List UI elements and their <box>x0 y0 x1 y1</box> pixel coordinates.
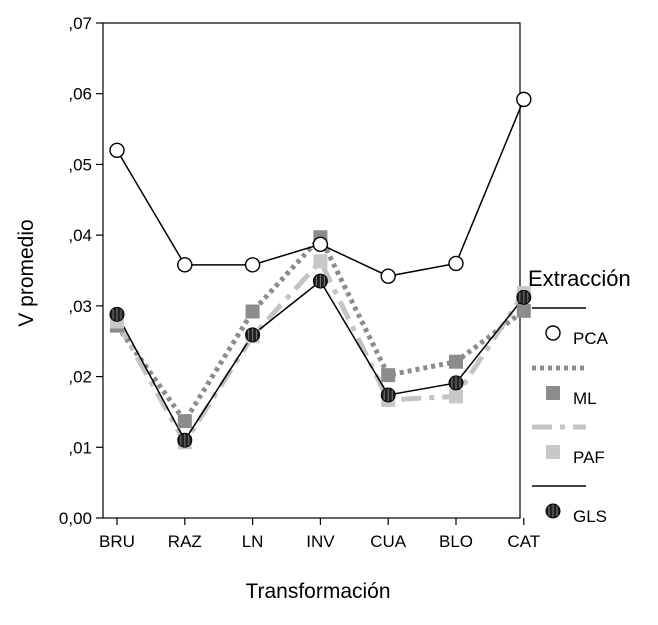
plot-frame <box>102 22 521 519</box>
point-pca-cua <box>380 268 396 284</box>
series-layer <box>109 91 532 450</box>
point-gls-cat <box>516 289 532 305</box>
point-paf-inv <box>313 254 328 269</box>
y-tick-label: ,04 <box>68 226 92 245</box>
point-gls-ln <box>245 327 261 343</box>
y-axis-title: V promedio <box>15 219 38 326</box>
legend-marker-paf <box>546 445 560 459</box>
legend-label-gls: GLS <box>573 507 607 526</box>
legend-label-pca: PCA <box>573 329 609 348</box>
legend-item-gls: GLS <box>532 485 607 526</box>
legend-label-ml: ML <box>573 389 597 408</box>
point-gls-bru <box>109 306 125 322</box>
legend-item-ml: ML <box>532 365 597 408</box>
x-axis: BRU RAZ LN INV CUA BLO CAT <box>99 518 540 551</box>
point-ml-cat <box>516 303 531 318</box>
point-gls-blo <box>448 375 464 391</box>
y-tick-label: ,03 <box>68 297 92 316</box>
x-tick-label-ln: LN <box>242 532 264 551</box>
x-tick-label-bru: BRU <box>99 532 135 551</box>
point-ml-blo <box>449 354 463 369</box>
legend-marker-gls <box>545 503 561 519</box>
point-gls-inv <box>312 273 328 289</box>
point-ml-cua <box>381 368 396 383</box>
point-pca-raz <box>177 257 193 273</box>
point-paf-blo <box>449 389 463 404</box>
x-tick-label-cua: CUA <box>370 532 407 551</box>
legend-item-pca: PCA <box>532 307 609 348</box>
x-tick-label-blo: BLO <box>439 532 473 551</box>
point-pca-bru <box>109 142 125 158</box>
x-tick-label-raz: RAZ <box>168 532 202 551</box>
point-ml-raz <box>177 414 192 429</box>
point-pca-blo <box>448 255 464 272</box>
y-tick-label: ,06 <box>68 85 92 104</box>
x-axis-title: Transformación <box>245 580 390 603</box>
legend-label-paf: PAF <box>573 448 605 467</box>
legend: Extracción PCA ML PAF GLS <box>528 266 631 526</box>
y-tick-label: 0,00 <box>59 509 92 528</box>
x-tick-label-inv: INV <box>306 532 335 551</box>
point-ml-ln <box>245 304 260 319</box>
legend-marker-pca <box>545 325 561 341</box>
series-markers-pca <box>109 91 532 284</box>
y-tick-label: ,05 <box>68 155 92 174</box>
legend-title: Extracción <box>528 266 631 291</box>
legend-marker-ml <box>546 386 560 400</box>
y-tick-label: ,07 <box>68 14 92 33</box>
y-axis: 0,00 ,01 ,02 ,03 ,04 ,05 ,06 ,07 <box>59 14 103 528</box>
legend-item-paf: PAF <box>532 424 605 467</box>
point-gls-raz <box>177 432 193 448</box>
y-tick-label: ,02 <box>68 368 92 387</box>
point-gls-cua <box>380 387 396 403</box>
y-tick-label: ,01 <box>68 438 92 457</box>
point-pca-inv <box>312 236 329 253</box>
point-pca-ln <box>244 257 261 273</box>
series-markers-gls <box>109 273 532 448</box>
x-tick-label-cat: CAT <box>507 532 540 551</box>
point-pca-cat <box>516 91 532 108</box>
